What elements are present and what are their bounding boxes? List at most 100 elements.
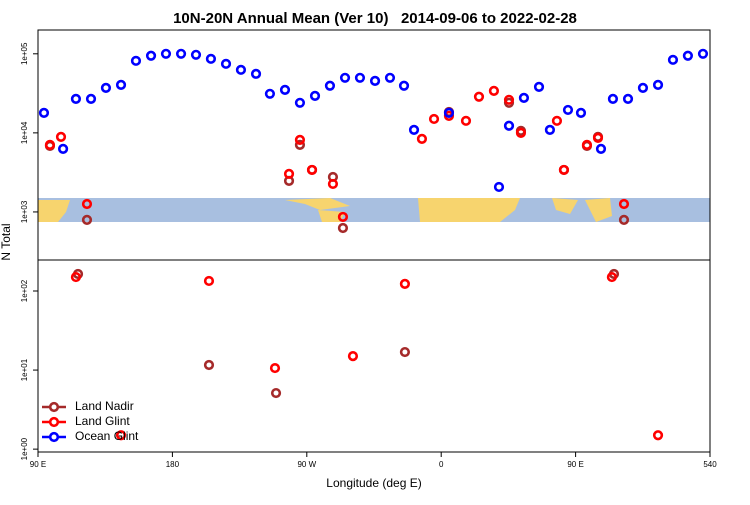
chart-title: 10N-20N Annual Mean (Ver 10) 2014-09-06 … <box>173 10 577 27</box>
data-point <box>595 143 607 154</box>
data-point <box>44 139 56 150</box>
data-point <box>667 54 679 65</box>
data-point <box>294 134 306 145</box>
data-point <box>618 214 630 225</box>
data-point <box>488 85 500 96</box>
data-point <box>337 211 349 223</box>
data-point <box>544 124 556 136</box>
legend-item: Land Glint <box>42 414 130 428</box>
data-point <box>81 214 93 225</box>
x-tick-label: 0 <box>439 460 444 469</box>
data-point <box>428 113 440 125</box>
data-point <box>160 48 172 59</box>
data-point <box>493 181 505 193</box>
data-point <box>115 79 127 90</box>
data-point <box>70 93 82 104</box>
data-point <box>581 139 593 150</box>
legend-item: Land Nadir <box>42 399 134 413</box>
data-point <box>175 48 187 59</box>
data-point <box>220 58 232 69</box>
data-point <box>269 362 281 374</box>
y-tick-label: 1e+02 <box>20 279 29 302</box>
data-point <box>682 50 693 61</box>
data-point <box>606 271 617 283</box>
data-point <box>503 120 515 131</box>
data-point <box>235 64 247 75</box>
data-point <box>551 115 563 126</box>
data-point <box>618 198 630 210</box>
data-point <box>399 278 411 289</box>
x-tick-label: 90 W <box>297 460 316 469</box>
data-point <box>652 79 664 90</box>
plot-frame <box>37 29 711 453</box>
data-point <box>416 133 428 144</box>
data-point <box>503 94 515 105</box>
data-point <box>558 164 570 176</box>
data-point <box>57 143 69 154</box>
data-point <box>81 198 93 210</box>
legend-label: Ocean Glint <box>75 429 139 443</box>
data-point <box>592 132 604 143</box>
legend-item: Ocean Glint <box>42 429 139 443</box>
data-point <box>324 80 336 91</box>
legend-label: Land Glint <box>75 414 130 428</box>
legend-marker <box>48 401 60 413</box>
data-point <box>622 93 634 104</box>
y-axis-label: N Total <box>0 223 13 260</box>
data-point <box>398 80 410 91</box>
y-tick-label: 1e+00 <box>20 437 29 460</box>
data-point <box>399 346 411 358</box>
data-point <box>515 127 527 138</box>
data-point <box>309 90 321 101</box>
data-point <box>55 131 67 143</box>
y-tick-label: 1e+04 <box>20 121 29 144</box>
x-tick-label: 90 E <box>567 460 583 469</box>
data-point <box>264 88 276 99</box>
x-axis-label: Longitude (deg E) <box>326 476 421 490</box>
data-point <box>294 97 306 108</box>
data-point <box>652 430 664 441</box>
data-point <box>283 168 295 179</box>
data-point <box>518 92 530 103</box>
data-point <box>473 91 485 102</box>
data-point <box>607 93 619 104</box>
data-point <box>306 164 318 176</box>
data-point <box>130 55 142 66</box>
data-point <box>575 107 587 118</box>
data-point <box>250 68 262 79</box>
legend-label: Land Nadir <box>75 399 134 413</box>
data-point <box>369 75 381 86</box>
data-point <box>190 49 202 60</box>
data-point <box>533 81 545 92</box>
data-point <box>38 107 50 118</box>
data-point <box>85 93 97 104</box>
data-point <box>294 139 306 150</box>
data-point <box>460 115 472 126</box>
data-point <box>443 107 455 118</box>
data-point <box>347 351 359 362</box>
data-point <box>337 222 349 234</box>
data-point <box>270 387 282 399</box>
x-tick-label: 180 <box>166 460 180 469</box>
data-point <box>279 84 291 95</box>
legend-marker <box>48 416 60 428</box>
data-point <box>637 82 649 93</box>
data-point <box>203 275 215 287</box>
data-point <box>384 72 396 83</box>
x-tick-label: 90 E <box>30 460 46 469</box>
data-point <box>327 178 339 190</box>
data-point <box>408 124 420 136</box>
legend-marker <box>48 431 60 443</box>
data-point <box>205 53 217 64</box>
data-point <box>339 72 351 83</box>
data-point <box>70 271 82 283</box>
data-point <box>354 72 366 83</box>
data-point <box>100 82 112 93</box>
data-point <box>562 104 574 116</box>
data-point <box>697 48 709 59</box>
y-tick-label: 1e+03 <box>20 200 29 223</box>
data-point <box>145 50 157 61</box>
y-tick-label: 1e+01 <box>20 358 29 381</box>
y-tick-label: 1e+05 <box>20 42 29 65</box>
